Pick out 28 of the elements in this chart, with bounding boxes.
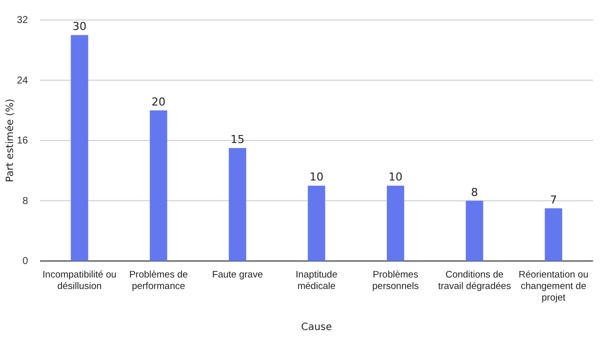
data-label: 10 [388,170,402,184]
x-tick-label: Inaptitude médicale [296,270,338,292]
bar [70,35,88,261]
data-label: 8 [471,186,478,199]
data-label: 10 [310,170,324,184]
y-axis-title: Part estimée (%) [5,98,16,182]
data-label: 20 [152,95,166,108]
bar [150,110,168,261]
y-tick-label: 8 [22,196,28,207]
data-label: 30 [72,20,86,34]
x-tick-label: Réorientation ou changement de projet [518,270,588,304]
x-tick-label: Faute grave [212,270,263,281]
data-label: 7 [550,193,557,206]
bar [228,148,246,261]
x-tick-label: Incompatibilité ou désillusion [42,270,116,292]
y-tick-label: 24 [16,75,28,86]
bar [308,186,326,261]
bar [466,200,484,261]
bar [386,186,404,261]
y-tick-label: 0 [22,256,28,268]
x-tick-label: Problèmes personnels [372,270,419,292]
y-tick-label: 16 [16,136,28,147]
x-tick-label: Conditions de travail dégradées [438,270,512,292]
x-tick-label: Problèmes de performance [129,270,188,292]
y-tick-label: 32 [16,15,28,26]
x-axis-title: Cause [301,322,332,333]
bar [544,208,562,261]
data-label: 15 [230,133,244,146]
